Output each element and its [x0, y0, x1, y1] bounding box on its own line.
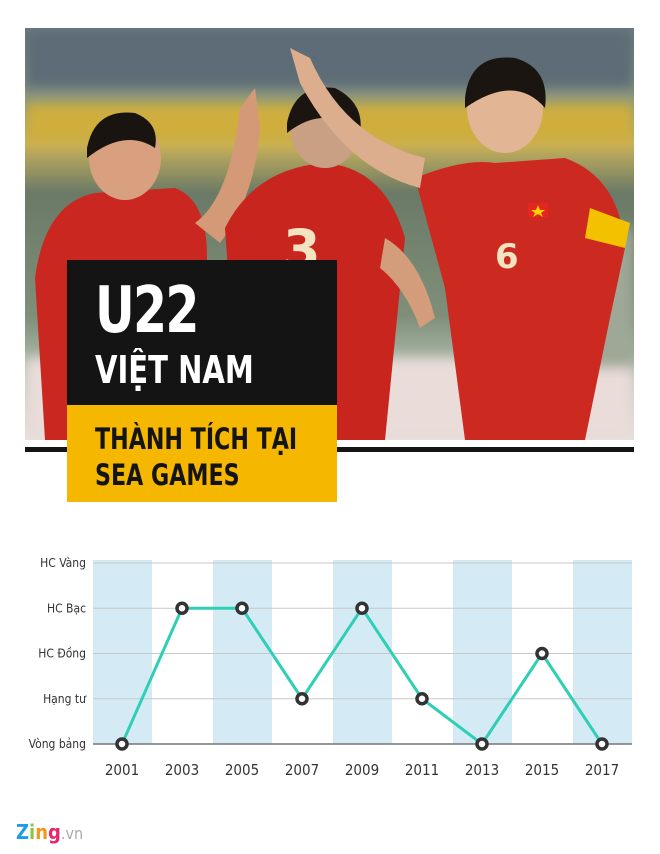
data-point [235, 601, 249, 615]
x-tick-label: 2013 [465, 761, 499, 779]
data-point [535, 646, 549, 661]
x-tick-label: 2003 [165, 761, 199, 779]
subtitle-line1: THÀNH TÍCH TẠI [95, 422, 298, 456]
results-line-chart: Vòng bảng Hạng tư HC Đồng HC Bạc HC Vàng 2001… [29, 556, 632, 779]
subtitle-box: THÀNH TÍCH TẠI SEA GAMES [67, 405, 337, 502]
x-tick-label: 2001 [105, 761, 139, 779]
data-point [475, 737, 489, 751]
svg-text:6: 6 [495, 237, 519, 277]
data-point [175, 601, 189, 615]
data-point [295, 692, 309, 706]
column-band [93, 560, 152, 744]
data-point [595, 737, 609, 751]
y-tick-label: Hạng tư [43, 692, 87, 706]
x-tick-label: 2005 [225, 761, 259, 779]
column-band [333, 560, 392, 744]
title-line2: VIỆT NAM [95, 348, 254, 392]
zing-logo: Zing.vn [16, 820, 84, 844]
data-point [415, 692, 429, 706]
y-tick-label: Vòng bảng [29, 737, 86, 751]
y-tick-label: HC Đồng [38, 647, 86, 661]
y-tick-label: HC Bạc [47, 601, 86, 615]
x-tick-label: 2017 [585, 761, 619, 779]
logo-suffix: .vn [60, 824, 84, 843]
column-band [453, 560, 512, 744]
title-line1: U22 [95, 274, 199, 348]
data-point [355, 601, 369, 615]
data-point [115, 737, 129, 751]
column-band [573, 560, 632, 744]
column-band [213, 560, 272, 744]
divider-left [25, 447, 67, 452]
subtitle-line2: SEA GAMES [95, 458, 240, 492]
x-tick-label: 2009 [345, 761, 379, 779]
title-box: U22 VIỆT NAM [67, 260, 337, 405]
x-tick-label: 2007 [285, 761, 319, 779]
y-tick-label: HC Vàng [40, 556, 86, 570]
x-tick-label: 2011 [405, 761, 439, 779]
x-tick-label: 2015 [525, 761, 559, 779]
divider-right [337, 447, 634, 452]
